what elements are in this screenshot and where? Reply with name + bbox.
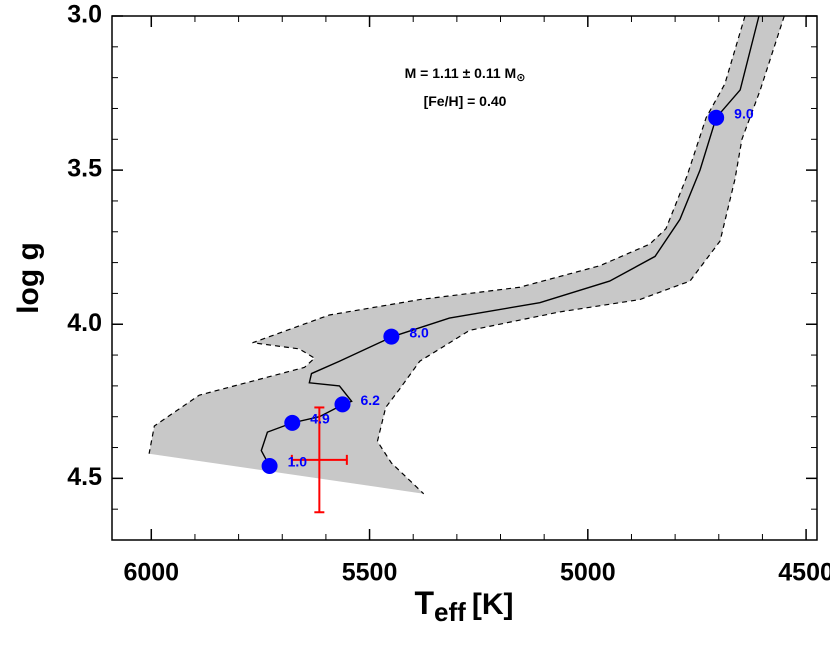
annotation-sub: ⊙: [516, 72, 525, 84]
x-tick-label: 5000: [560, 559, 616, 587]
age-point: [334, 396, 351, 413]
x-label-main: T: [415, 585, 435, 621]
y-axis-label: log g: [12, 242, 45, 314]
band-edge: [376, 15, 785, 495]
y-tick-label: 4.0: [67, 309, 102, 337]
annotation: [Fe/H] = 0.40: [424, 93, 507, 109]
x-label-unit: [K]: [472, 588, 514, 621]
age-label: 9.0: [734, 105, 754, 121]
y-tick-label: 3.5: [67, 155, 102, 183]
track-line: [260, 15, 760, 467]
age-point: [383, 328, 400, 345]
age-point: [284, 414, 301, 431]
x-tick-label: 5500: [342, 559, 398, 587]
annotation-text: [Fe/H] = 0.40: [424, 93, 507, 109]
age-label: 8.0: [409, 324, 429, 340]
y-tick-label: 3.0: [67, 1, 102, 29]
x-axis-label: Teff [K]: [415, 585, 514, 626]
band-edge: [148, 15, 746, 454]
y-tick-label: 4.5: [67, 463, 102, 491]
x-tick-label: 6000: [123, 559, 179, 587]
age-label: 4.9: [310, 411, 330, 427]
uncertainty-band: [149, 16, 785, 494]
x-tick-label: 4500: [778, 559, 830, 587]
annotation-text: M = 1.11 ± 0.11 M: [405, 65, 517, 81]
x-label-sub: eff: [434, 597, 466, 627]
plot-frame: [111, 15, 818, 541]
age-label: 6.2: [360, 392, 380, 408]
annotation: M = 1.11 ± 0.11 M⊙: [405, 65, 526, 84]
age-point: [708, 109, 725, 126]
age-point: [261, 458, 278, 475]
age-label: 1.0: [288, 454, 308, 470]
